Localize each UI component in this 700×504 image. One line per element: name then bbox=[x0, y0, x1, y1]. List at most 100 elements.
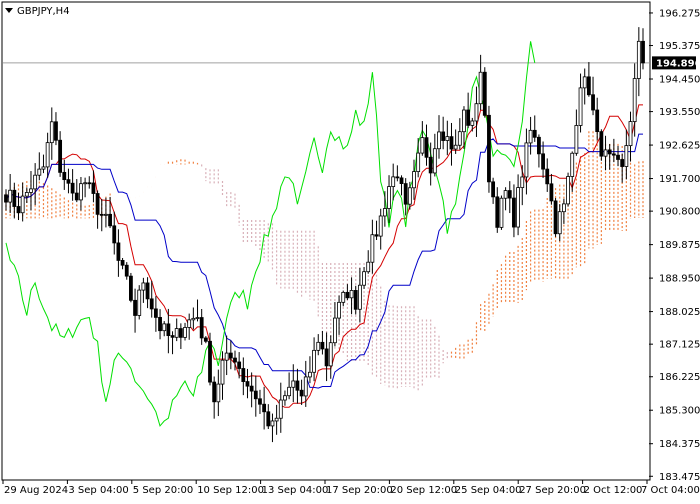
candle-body bbox=[487, 114, 491, 183]
candle bbox=[545, 158, 550, 192]
candle bbox=[362, 267, 366, 289]
candle-body bbox=[412, 171, 416, 189]
candle bbox=[312, 337, 316, 382]
candle bbox=[349, 277, 354, 315]
candle bbox=[457, 118, 462, 150]
y-tick-label: 192.625 bbox=[659, 141, 700, 152]
candle bbox=[299, 379, 304, 405]
candle-body bbox=[591, 94, 595, 111]
candle-body bbox=[174, 328, 179, 338]
candle-body bbox=[557, 211, 562, 235]
candle-body bbox=[407, 187, 412, 205]
candle bbox=[112, 211, 117, 255]
candle bbox=[41, 154, 46, 174]
candle-body bbox=[170, 335, 175, 338]
candle bbox=[62, 159, 67, 190]
candle bbox=[412, 159, 416, 200]
candle bbox=[262, 386, 267, 430]
x-tick-label: 10 Sep 12:00 bbox=[197, 485, 264, 496]
candle bbox=[624, 129, 629, 180]
candle bbox=[333, 301, 337, 347]
candle-body bbox=[512, 197, 516, 228]
candle-body bbox=[532, 129, 537, 138]
candle-body bbox=[328, 342, 333, 367]
candle-body bbox=[428, 156, 433, 174]
candle bbox=[258, 389, 262, 414]
candle bbox=[453, 129, 458, 154]
candle-body bbox=[641, 40, 645, 64]
candle-body bbox=[424, 137, 429, 158]
candle-body bbox=[274, 417, 279, 422]
candle bbox=[324, 332, 329, 382]
candle bbox=[382, 191, 387, 227]
candle-body bbox=[299, 389, 304, 397]
y-tick-label: 190.800 bbox=[659, 207, 700, 218]
candle bbox=[4, 189, 8, 211]
candle-body bbox=[8, 189, 13, 203]
candle bbox=[449, 122, 454, 166]
candle bbox=[283, 390, 287, 406]
candle bbox=[432, 133, 437, 177]
candle bbox=[341, 290, 346, 307]
candle bbox=[153, 296, 158, 332]
candle-body bbox=[49, 121, 54, 144]
candle-body bbox=[178, 328, 183, 338]
candle-body bbox=[316, 341, 321, 351]
candle bbox=[549, 173, 554, 205]
candle bbox=[158, 309, 162, 340]
candle bbox=[512, 184, 516, 238]
candle-body bbox=[195, 317, 200, 319]
candle bbox=[462, 106, 466, 149]
candle bbox=[416, 138, 421, 178]
candle-body bbox=[70, 182, 75, 194]
candle-body bbox=[12, 189, 17, 207]
candle-body bbox=[333, 317, 337, 344]
current-price-box bbox=[652, 56, 696, 70]
symbol-label: GBPJPY,H4 bbox=[17, 6, 70, 17]
x-tick-label: 25 Sep 04:00 bbox=[455, 485, 522, 496]
candle bbox=[241, 357, 246, 396]
candle-body bbox=[87, 182, 92, 185]
candle bbox=[420, 121, 425, 156]
candle-body bbox=[524, 142, 529, 178]
candle bbox=[395, 165, 400, 182]
candle bbox=[428, 142, 433, 186]
candle-body bbox=[528, 129, 533, 144]
candle-body bbox=[158, 317, 162, 332]
candle bbox=[183, 322, 187, 341]
candle-body bbox=[120, 260, 125, 266]
candle bbox=[566, 172, 570, 207]
candle-body bbox=[112, 225, 117, 244]
candle bbox=[116, 229, 121, 277]
price-axis: 196.275 195.375 194.450 193.550 192.625 191.7… bbox=[649, 8, 700, 483]
candle-body bbox=[283, 395, 287, 401]
candle bbox=[557, 204, 562, 242]
candle bbox=[441, 116, 446, 150]
candle bbox=[208, 332, 212, 386]
candle-body bbox=[245, 381, 250, 387]
dropdown-triangle-icon[interactable] bbox=[5, 8, 13, 13]
candle bbox=[191, 307, 196, 330]
candle-body bbox=[187, 319, 192, 328]
candle bbox=[632, 63, 637, 137]
candle bbox=[287, 372, 292, 400]
candle-body bbox=[308, 371, 312, 378]
candle bbox=[137, 285, 142, 320]
candle bbox=[466, 92, 471, 129]
candle bbox=[636, 27, 641, 97]
candle bbox=[474, 86, 479, 137]
candle-body bbox=[258, 398, 262, 405]
candle bbox=[29, 171, 33, 211]
candle-body bbox=[399, 177, 404, 184]
candle bbox=[58, 131, 63, 177]
current-price-text: 194.896 bbox=[656, 58, 700, 69]
candle-body bbox=[474, 103, 479, 122]
candle bbox=[611, 138, 616, 163]
candle-body bbox=[457, 131, 462, 146]
candle bbox=[16, 192, 21, 221]
candle bbox=[387, 175, 391, 223]
candle bbox=[245, 368, 250, 399]
candle-body bbox=[370, 234, 375, 263]
candle-body bbox=[382, 208, 387, 217]
x-tick-label: 27 Sep 20:00 bbox=[519, 485, 586, 496]
